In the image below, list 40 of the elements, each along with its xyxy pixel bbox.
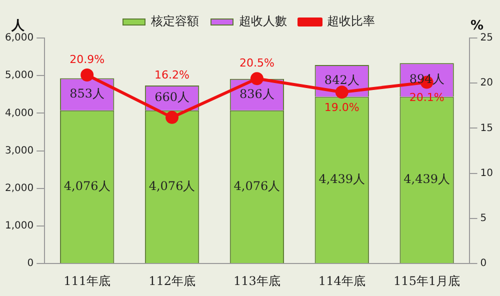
data-label: 4,076人	[64, 178, 110, 193]
y2-tick-label: 15	[480, 122, 494, 134]
data-label: 4,439人	[318, 172, 366, 186]
y-tick-label: 2,000	[4, 182, 34, 194]
y2-tick-label: 10	[480, 168, 494, 179]
data-label: 660人	[154, 90, 190, 104]
y2-tick-label: 20	[480, 78, 494, 89]
legend-label: 超收人數	[239, 14, 287, 28]
y-tick-label: 0	[27, 258, 34, 270]
y-axis-title: 人	[10, 18, 26, 34]
point	[80, 68, 94, 82]
data-label: 853人	[70, 86, 105, 100]
x-tick-label: 111年底	[64, 274, 111, 288]
legend-label: 超收比率	[327, 14, 375, 28]
data-label: 19.0%	[324, 101, 360, 114]
y-tick-label: 6,000	[4, 32, 34, 44]
data-label: 4,076人	[234, 178, 280, 193]
x-tick-label: 115年1月底	[394, 274, 460, 288]
y2-tick-label: 25	[480, 32, 494, 44]
x-tick-label: 114年底	[318, 274, 366, 288]
data-label: 4,439人	[404, 172, 450, 186]
point	[166, 110, 179, 124]
data-label: 842人	[324, 72, 360, 87]
y-tick-label: 3,000	[4, 145, 34, 156]
legend-label: 核定容額	[150, 14, 199, 28]
point	[250, 72, 264, 86]
y2-axis-title: %	[470, 18, 484, 34]
y-tick-label: 5,000	[4, 70, 34, 82]
x-tick-label: 112年底	[148, 274, 196, 288]
y-tick-label: 4,000	[4, 108, 34, 119]
data-label: 16.2%	[154, 68, 190, 82]
y-tick-label: 1,000	[4, 220, 34, 232]
x-tick-label: 113年底	[234, 274, 280, 288]
point	[335, 86, 348, 99]
data-label: 20.9%	[70, 52, 105, 66]
y2-tick-label: 0	[480, 258, 487, 270]
y2-tick-label: 5	[480, 213, 487, 224]
data-label: 836人	[240, 86, 274, 101]
data-label: 4,076人	[148, 178, 196, 193]
data-label: 20.5%	[239, 56, 274, 70]
